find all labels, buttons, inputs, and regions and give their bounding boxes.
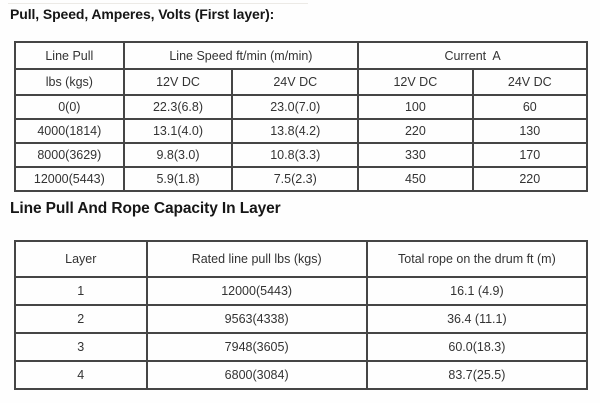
pull-speed-current-table: Line Pull Line Speed ft/min (m/min) Curr… <box>14 41 589 192</box>
table-cell: 9.8(3.0) <box>122 142 234 168</box>
table-row: 2 9563(4338) 36.4 (11.1) <box>14 304 589 334</box>
table-row: 4 6800(3084) 83.7(25.5) <box>14 360 589 390</box>
table-cell: 60 <box>471 94 589 120</box>
column-header-current: Current A <box>357 41 588 70</box>
table-row: 12000(5443) 5.9(1.8) 7.5(2.3) 450 220 <box>14 166 589 192</box>
table-cell: 2 <box>14 304 148 334</box>
table-cell: 9563(4338) <box>145 304 368 334</box>
table-cell: 83.7(25.5) <box>365 360 589 390</box>
table-cell: 4000(1814) <box>14 118 125 144</box>
column-subheader: 24V DC <box>471 68 589 96</box>
table-cell: 12000(5443) <box>14 166 125 192</box>
column-subheader: 24V DC <box>231 68 360 96</box>
table-cell: 23.0(7.0) <box>231 94 360 120</box>
table-cell: 130 <box>471 118 589 144</box>
section2-title: Line Pull And Rope Capacity In Layer <box>10 200 281 217</box>
scan-artifact-line <box>8 3 308 4</box>
rope-capacity-table: Layer Rated line pull lbs (kgs) Total ro… <box>14 240 589 390</box>
section1-title: Pull, Speed, Amperes, Volts (First layer… <box>10 6 275 22</box>
table-cell: 220 <box>471 166 589 192</box>
table1-header-row-1: Line Pull Line Speed ft/min (m/min) Curr… <box>14 41 588 70</box>
column-subheader: lbs (kgs) <box>14 68 125 96</box>
table-cell: 36.4 (11.1) <box>365 304 589 334</box>
column-header-line-speed: Line Speed ft/min (m/min) <box>122 41 360 70</box>
table-row: 3 7948(3605) 60.0(18.3) <box>14 332 589 362</box>
table1-header-row-2: lbs (kgs) 12V DC 24V DC 12V DC 24V DC <box>14 68 589 96</box>
table-cell: 5.9(1.8) <box>122 166 234 192</box>
table-cell: 7948(3605) <box>145 332 368 362</box>
table-cell: 22.3(6.8) <box>122 94 234 120</box>
table-cell: 12000(5443) <box>145 276 368 306</box>
column-subheader: 12V DC <box>357 68 474 96</box>
table-cell: 170 <box>471 142 589 168</box>
table-cell: 220 <box>357 118 474 144</box>
table-cell: 13.8(4.2) <box>231 118 360 144</box>
column-header-layer: Layer <box>14 240 148 278</box>
table-row: 1 12000(5443) 16.1 (4.9) <box>14 276 589 306</box>
column-header-rated-line-pull: Rated line pull lbs (kgs) <box>145 240 368 278</box>
table-cell: 3 <box>14 332 148 362</box>
table-cell: 1 <box>14 276 148 306</box>
table-cell: 0(0) <box>14 94 125 120</box>
column-subheader: 12V DC <box>122 68 234 96</box>
table-cell: 330 <box>357 142 474 168</box>
table-cell: 8000(3629) <box>14 142 125 168</box>
table-cell: 7.5(2.3) <box>231 166 360 192</box>
table-cell: 16.1 (4.9) <box>365 276 589 306</box>
column-header-total-rope: Total rope on the drum ft (m) <box>365 240 589 278</box>
table-row: 0(0) 22.3(6.8) 23.0(7.0) 100 60 <box>14 94 589 120</box>
table-row: 4000(1814) 13.1(4.0) 13.8(4.2) 220 130 <box>14 118 589 144</box>
table-cell: 6800(3084) <box>145 360 368 390</box>
table-cell: 10.8(3.3) <box>231 142 360 168</box>
table-cell: 100 <box>357 94 474 120</box>
table-cell: 60.0(18.3) <box>365 332 589 362</box>
table-row: 8000(3629) 9.8(3.0) 10.8(3.3) 330 170 <box>14 142 589 168</box>
table-cell: 13.1(4.0) <box>122 118 234 144</box>
column-header-line-pull: Line Pull <box>14 41 125 70</box>
table-cell: 4 <box>14 360 148 390</box>
table2-header-row: Layer Rated line pull lbs (kgs) Total ro… <box>14 240 589 278</box>
table-cell: 450 <box>357 166 474 192</box>
